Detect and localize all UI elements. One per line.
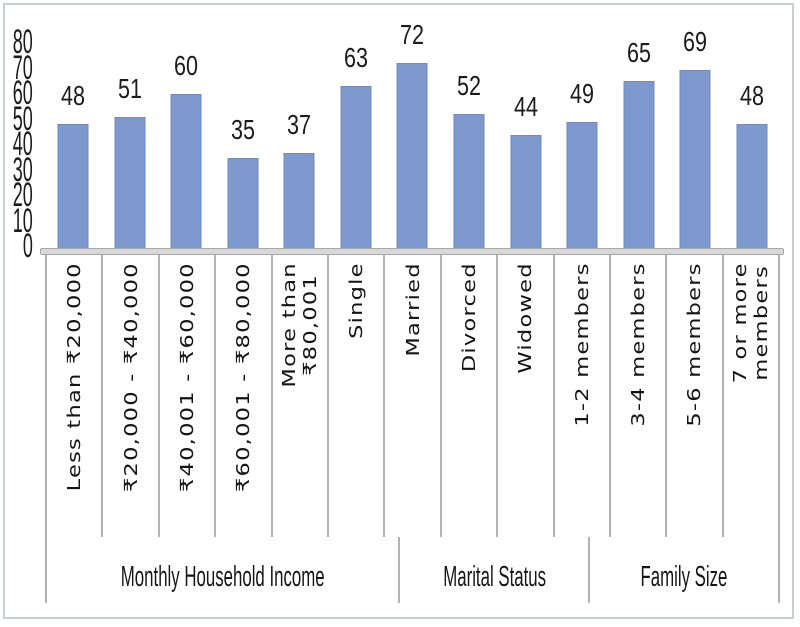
y-axis-tick-label: 40 [12, 125, 33, 163]
category-cell: Less than ₹20,000 [45, 255, 101, 537]
bar-value-label: 51 [117, 72, 142, 104]
category-cell: ₹40,001 - ₹60,000 [157, 255, 214, 538]
category-label: Divorced [458, 262, 480, 373]
y-axis-tick-label: 80 [12, 23, 33, 61]
category-label-rotated: 3-4 members [611, 255, 665, 538]
bar [396, 62, 428, 248]
category-label: ₹60,001 - ₹80,000 [232, 262, 254, 493]
category-cell: Single [326, 255, 383, 538]
bar-cell: 72 [384, 20, 441, 248]
bar [453, 114, 485, 248]
bar-cell: 52 [441, 42, 498, 248]
group-label-family: Family Size [640, 560, 728, 593]
bar-value-label: 69 [683, 26, 708, 58]
bar [510, 134, 542, 248]
category-axis: Less than ₹20,000 ₹20,000 - ₹40,000 ₹40,00… [45, 255, 780, 537]
category-label: Married [402, 262, 424, 357]
bar-cell: 48 [723, 42, 780, 248]
bar-value-label: 65 [626, 36, 651, 68]
y-axis-tick-label: 70 [12, 48, 33, 87]
category-label-rotated: Less than ₹20,000 [47, 255, 101, 538]
bar-cell: 69 [667, 28, 724, 248]
category-label-rotated: ₹60,001 - ₹80,000 [216, 255, 270, 538]
bar [340, 85, 372, 248]
bar-value-label: 72 [400, 18, 425, 50]
group-label-marital: Marital Status [442, 560, 546, 593]
group-axis: Monthly Household Income Marital Status … [45, 537, 780, 603]
category-label-rotated: ₹40,001 - ₹60,000 [160, 255, 214, 538]
category-label: More than ₹80,001 [278, 262, 321, 388]
category-cell: Widowed [496, 255, 552, 537]
group-cell-family: Family Size [588, 537, 778, 603]
bar [736, 124, 768, 248]
y-axis-tick-label: 10 [12, 201, 33, 240]
bar [623, 80, 655, 248]
bar-value-label: 37 [287, 108, 312, 140]
category-label-rotated: More than ₹80,001 [273, 255, 327, 538]
category-label: ₹40,001 - ₹60,000 [176, 262, 198, 493]
category-label-rotated: 5-6 members [667, 255, 721, 538]
bar-value-label: 48 [61, 80, 86, 112]
category-label: ₹20,000 - ₹40,000 [120, 262, 142, 493]
category-label-rotated: 7 or more members [724, 255, 778, 538]
group-label-income: Monthly Household Income [120, 560, 325, 593]
category-label-rotated: Divorced [442, 255, 496, 538]
bar-cell: 48 [45, 42, 102, 248]
category-label-rotated: Widowed [498, 255, 552, 538]
bar-value-label: 63 [343, 41, 368, 73]
category-label-rotated: Single [329, 255, 383, 538]
bar-cell: 51 [102, 42, 159, 248]
category-cell: 7 or more members [721, 255, 778, 538]
bar-cell: 65 [610, 36, 667, 248]
bar [114, 116, 146, 248]
y-axis-tick-label: 0 [22, 227, 33, 265]
bar [227, 157, 259, 248]
bar-cell: 44 [497, 42, 554, 248]
plot-area: 48 51 60 35 37 63 72 52 44 49 65 69 48 [45, 20, 780, 248]
category-label: 7 or more members [729, 262, 772, 384]
category-label: 3-4 members [627, 262, 649, 427]
category-label-rotated: ₹20,000 - ₹40,000 [104, 255, 158, 538]
bar-cell: 60 [158, 42, 215, 248]
category-label-rotated: 1-2 members [555, 255, 609, 538]
category-label: 5-6 members [683, 262, 705, 427]
bar-cell: 63 [328, 42, 385, 248]
group-cell-income: Monthly Household Income [45, 537, 398, 603]
bar [679, 70, 711, 248]
bar-value-label: 48 [739, 80, 764, 112]
bar-value-label: 35 [230, 113, 255, 145]
bar [566, 121, 598, 248]
y-axis-tick-label: 60 [12, 74, 33, 112]
bar [283, 152, 315, 248]
category-cell: Divorced [439, 255, 496, 538]
bar-value-label: 49 [570, 77, 595, 109]
y-axis-tick-label: 20 [12, 176, 33, 214]
group-cell-marital: Marital Status [398, 537, 588, 603]
category-label: 1-2 members [571, 262, 593, 427]
bar-value-label: 52 [456, 70, 481, 102]
bar-value-label: 60 [174, 49, 199, 81]
category-cell: Married [383, 255, 439, 537]
bar [57, 124, 89, 248]
category-cell: 5-6 members [665, 255, 721, 537]
category-cell: ₹60,001 - ₹80,000 [214, 255, 270, 537]
category-cell: ₹20,000 - ₹40,000 [101, 255, 157, 537]
y-axis-tick-label: 50 [12, 99, 33, 138]
bar-cell: 35 [215, 42, 272, 248]
category-cell: More than ₹80,001 [270, 255, 327, 538]
bar-cell: 37 [271, 42, 328, 248]
bar [170, 93, 202, 248]
bar-value-label: 44 [513, 90, 538, 122]
category-label: Widowed [514, 262, 536, 374]
category-cell: 1-2 members [552, 255, 609, 538]
category-cell: 3-4 members [608, 255, 665, 538]
category-label-rotated: Married [386, 255, 440, 538]
x-axis-baseline [40, 248, 784, 255]
category-label: Single [345, 262, 367, 339]
bar-cell: 49 [554, 42, 611, 248]
y-axis-tick-label: 30 [12, 150, 33, 189]
category-label: Less than ₹20,000 [63, 262, 85, 492]
